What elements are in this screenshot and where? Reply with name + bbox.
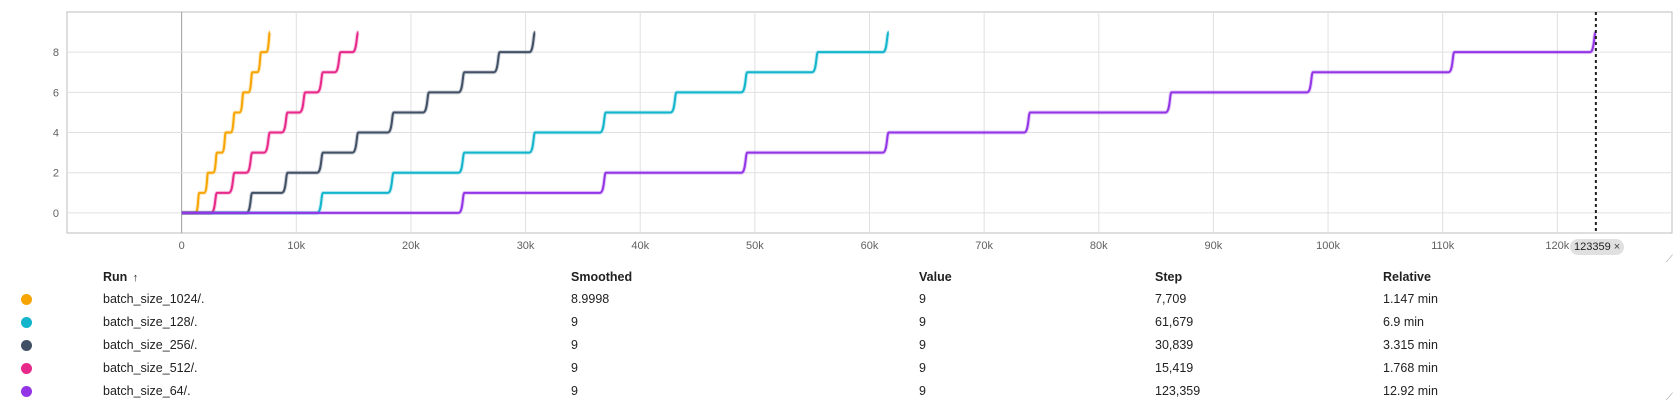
sort-ascending-icon[interactable]: ↑ — [132, 271, 139, 284]
run-color-dot — [21, 339, 32, 351]
relative-column-header[interactable]: Relative — [1383, 269, 1431, 284]
smoothed-value: 9 — [571, 360, 578, 375]
series-line — [181, 31, 272, 214]
x-tick-label: 40k — [631, 240, 649, 252]
smoothed-column-header[interactable]: Smoothed — [571, 269, 633, 284]
y-tick-label: 0 — [53, 208, 59, 220]
run-color-dot — [21, 293, 32, 305]
table-header-row: Run ↑ Smoothed Value Step Relative — [0, 266, 1623, 287]
run-name: batch_size_256/. — [103, 337, 198, 352]
x-tick-label: 20k — [402, 240, 420, 252]
x-tick-label: 70k — [975, 240, 993, 252]
step: 123,359 — [1155, 383, 1201, 398]
x-tick-label: 0 — [179, 240, 185, 252]
run-name: batch_size_512/. — [103, 360, 198, 375]
step-column-header[interactable]: Step — [1155, 269, 1183, 284]
step-cursor-value: 123359 — [1574, 241, 1611, 253]
x-tick-label: 60k — [861, 240, 879, 252]
y-tick-label: 6 — [53, 87, 59, 99]
run-name: batch_size_128/. — [103, 314, 198, 329]
series-line — [181, 31, 360, 214]
runs-table: Run ↑ Smoothed Value Step Relative batch… — [0, 266, 1623, 402]
relative-time: 12.92 min — [1383, 383, 1438, 398]
table-row: batch_size_64/. 9 9 123,359 12.92 min — [0, 379, 1623, 402]
x-tick-label: 90k — [1205, 240, 1223, 252]
run-header-label: Run — [103, 269, 128, 284]
value: 9 — [919, 360, 926, 375]
run-column-header[interactable]: Run ↑ — [103, 266, 571, 287]
smoothed-value: 9 — [571, 383, 578, 398]
value: 9 — [919, 383, 926, 398]
series-line — [181, 31, 1597, 214]
smoothed-value: 9 — [571, 337, 578, 352]
series-line — [181, 31, 890, 214]
line-chart[interactable]: 0 10k 20k 30k 40k 50k 60k 70k 80k 90k 100k 110k 120k… — [0, 0, 1680, 262]
x-tick-label: 50k — [746, 240, 764, 252]
run-color-dot — [21, 316, 32, 328]
step-cursor-badge[interactable]: 123359 × — [1570, 239, 1625, 255]
value-column-header[interactable]: Value — [919, 269, 952, 284]
run-color-dot — [21, 385, 32, 397]
run-name: batch_size_1024/. — [103, 291, 205, 306]
value: 9 — [919, 291, 926, 306]
close-icon[interactable]: × — [1613, 241, 1621, 253]
smoothed-value: 9 — [571, 314, 578, 329]
table-row: batch_size_256/. 9 9 30,839 3.315 min — [0, 333, 1623, 356]
x-tick-label: 120k — [1545, 240, 1569, 252]
table-row: batch_size_512/. 9 9 15,419 1.768 min — [0, 356, 1623, 379]
x-tick-label: 80k — [1090, 240, 1108, 252]
relative-time: 3.315 min — [1383, 337, 1438, 352]
x-tick-label: 30k — [517, 240, 535, 252]
x-tick-label: 10k — [287, 240, 305, 252]
x-tick-label: 110k — [1431, 240, 1455, 252]
value: 9 — [919, 337, 926, 352]
run-name: batch_size_64/. — [103, 383, 191, 398]
relative-time: 1.147 min — [1383, 291, 1438, 306]
series-line — [181, 31, 537, 214]
relative-time: 1.768 min — [1383, 360, 1438, 375]
table-resize-handle-icon[interactable]: ⟋ — [1666, 392, 1673, 403]
tick-layer: 0 10k 20k 30k 40k 50k 60k 70k 80k 90k 100k 110k 120k… — [53, 47, 1570, 252]
grid-layer — [66, 11, 1673, 234]
relative-time: 6.9 min — [1383, 314, 1424, 329]
value: 9 — [919, 314, 926, 329]
y-tick-label: 4 — [53, 128, 59, 140]
series-line-shadow — [181, 30, 273, 215]
y-tick-label: 8 — [53, 47, 59, 59]
run-color-dot — [21, 362, 32, 374]
step: 30,839 — [1155, 337, 1194, 352]
series-layer — [181, 30, 1598, 215]
y-tick-label: 2 — [53, 168, 59, 180]
smoothed-value: 8.9998 — [571, 291, 610, 306]
x-tick-label: 100k — [1316, 240, 1340, 252]
table-row: batch_size_128/. 9 9 61,679 6.9 min — [0, 310, 1623, 333]
table-row: batch_size_1024/. 8.9998 9 7,709 1.147 m… — [0, 287, 1623, 310]
step: 7,709 — [1155, 291, 1187, 306]
resize-handle-icon[interactable]: ⟋ — [1666, 254, 1673, 265]
step: 15,419 — [1155, 360, 1194, 375]
color-column-header — [0, 266, 103, 287]
step: 61,679 — [1155, 314, 1194, 329]
